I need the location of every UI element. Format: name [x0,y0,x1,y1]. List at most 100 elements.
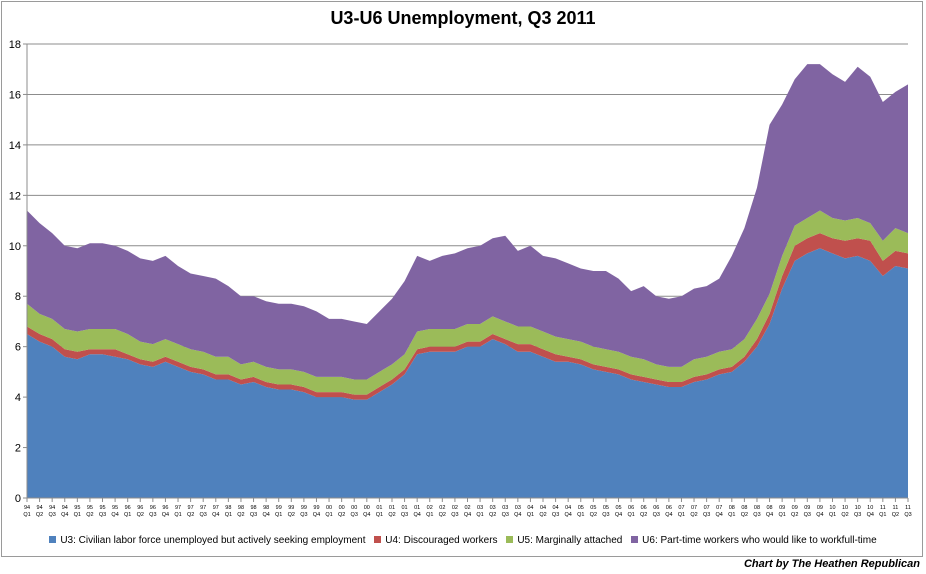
x-tick-label-year: 00 [326,505,332,511]
x-tick-label-quarter: Q2 [841,512,848,518]
x-tick-label-quarter: Q2 [741,512,748,518]
x-tick-label-year: 09 [817,505,823,511]
x-tick-label-year: 99 [313,505,319,511]
x-tick-label-quarter: Q2 [640,512,647,518]
x-tick-label-quarter: Q2 [187,512,194,518]
x-tick-label-quarter: Q4 [111,512,118,518]
x-tick-label-year: 01 [376,505,382,511]
x-tick-label-year: 00 [339,505,345,511]
x-tick-label-quarter: Q1 [627,512,634,518]
x-tick-label-year: 01 [402,505,408,511]
x-tick-label-quarter: Q4 [61,512,68,518]
x-tick-label-quarter: Q4 [514,512,521,518]
x-tick-label-year: 97 [200,505,206,511]
y-tick-label: 8 [15,291,21,303]
x-tick-label-year: 07 [716,505,722,511]
x-tick-label-year: 03 [502,505,508,511]
y-axis-ticks: 0 2 4 6 8 10 12 14 16 18 [9,39,27,505]
x-tick-label-year: 03 [490,505,496,511]
x-tick-label-quarter: Q3 [552,512,559,518]
x-tick-label-quarter: Q2 [590,512,597,518]
x-axis-ticks: 94Q194Q294Q394Q495Q195Q295Q395Q496Q196Q2… [23,498,912,518]
x-tick-label-quarter: Q3 [250,512,257,518]
x-tick-label-year: 05 [578,505,584,511]
x-tick-label-year: 09 [779,505,785,511]
x-tick-label-quarter: Q3 [351,512,358,518]
x-tick-label-quarter: Q2 [237,512,244,518]
x-tick-label-year: 07 [691,505,697,511]
x-tick-label-year: 96 [162,505,168,511]
legend-swatch-u4 [374,536,382,543]
x-tick-label-year: 10 [829,505,835,511]
x-tick-label-quarter: Q1 [325,512,332,518]
x-tick-label-year: 98 [238,505,244,511]
x-tick-label-quarter: Q1 [174,512,181,518]
x-tick-label-quarter: Q3 [653,512,660,518]
x-tick-label-year: 08 [754,505,760,511]
x-tick-label-quarter: Q4 [867,512,874,518]
x-tick-label-quarter: Q4 [212,512,219,518]
series-area-u6 [27,64,908,380]
y-tick-label: 10 [9,241,21,253]
x-tick-label-quarter: Q1 [678,512,685,518]
x-tick-label-year: 95 [99,505,105,511]
x-tick-label-quarter: Q1 [124,512,131,518]
x-tick-label-quarter: Q2 [288,512,295,518]
x-tick-label-year: 08 [741,505,747,511]
x-tick-label-quarter: Q4 [615,512,622,518]
x-tick-label-quarter: Q3 [804,512,811,518]
x-tick-label-quarter: Q2 [791,512,798,518]
series-area-u3 [27,248,908,498]
x-tick-label-quarter: Q3 [99,512,106,518]
x-tick-label-quarter: Q3 [149,512,156,518]
x-tick-label-year: 96 [150,505,156,511]
x-tick-label-quarter: Q2 [892,512,899,518]
x-tick-label-year: 06 [641,505,647,511]
x-tick-label-year: 08 [729,505,735,511]
x-tick-label-quarter: Q3 [703,512,710,518]
x-tick-label-quarter: Q3 [300,512,307,518]
x-tick-label-quarter: Q4 [363,512,370,518]
chart-legend: U3: Civilian labor force unemployed but … [0,535,926,546]
x-tick-label-quarter: Q1 [74,512,81,518]
x-tick-label-year: 09 [804,505,810,511]
x-tick-label-quarter: Q3 [904,512,911,518]
x-tick-label-year: 11 [893,505,899,511]
x-tick-label-quarter: Q4 [464,512,471,518]
x-tick-label-quarter: Q1 [225,512,232,518]
x-tick-label-year: 08 [766,505,772,511]
legend-swatch-u3 [49,536,57,543]
series-areas [27,64,908,498]
x-tick-label-quarter: Q4 [766,512,773,518]
x-tick-label-year: 99 [276,505,282,511]
x-tick-label-year: 01 [389,505,395,511]
y-tick-label: 4 [15,392,21,404]
y-tick-label: 18 [9,39,21,51]
x-tick-label-year: 10 [855,505,861,511]
x-tick-label-quarter: Q1 [527,512,534,518]
x-tick-label-year: 05 [615,505,621,511]
x-tick-label-year: 02 [427,505,433,511]
x-tick-label-quarter: Q4 [665,512,672,518]
x-tick-label-quarter: Q1 [879,512,886,518]
x-tick-label-year: 97 [188,505,194,511]
y-tick-label: 16 [9,89,21,101]
x-tick-label-quarter: Q1 [829,512,836,518]
x-tick-label-quarter: Q2 [388,512,395,518]
x-tick-label-year: 94 [62,505,68,511]
x-tick-label-quarter: Q3 [401,512,408,518]
x-tick-label-year: 11 [905,505,911,511]
y-tick-label: 6 [15,342,21,354]
x-tick-label-quarter: Q3 [602,512,609,518]
x-tick-label-quarter: Q2 [338,512,345,518]
x-tick-label-year: 02 [464,505,470,511]
legend-item-u3: U3: Civilian labor force unemployed but … [49,535,365,546]
legend-swatch-u5 [506,536,514,543]
x-tick-label-quarter: Q4 [162,512,169,518]
x-tick-label-year: 10 [867,505,873,511]
x-tick-label-quarter: Q3 [753,512,760,518]
x-tick-label-quarter: Q3 [502,512,509,518]
x-tick-label-quarter: Q1 [577,512,584,518]
chart-credit: Chart by The Heathen Republican [743,558,920,570]
x-tick-label-year: 01 [414,505,420,511]
